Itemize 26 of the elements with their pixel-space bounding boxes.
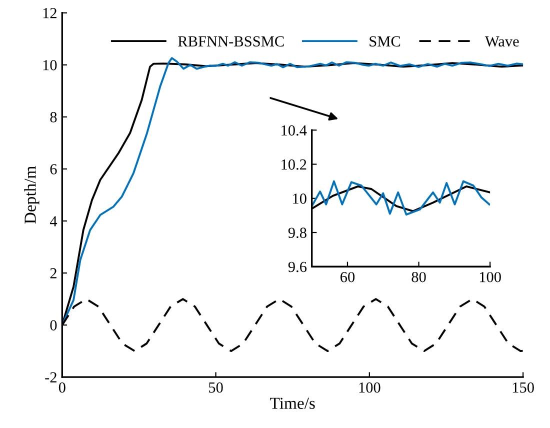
line-series xyxy=(312,180,490,216)
y-tick-label: 9.6 xyxy=(288,262,307,272)
x-axis-title: Time/s xyxy=(270,398,315,409)
y-tick-label: -2 xyxy=(45,372,56,382)
legend-label: Wave xyxy=(484,36,519,47)
y-tick-label: 4 xyxy=(50,216,58,226)
legend-label: SMC xyxy=(370,36,400,47)
y-tick-label: 9.8 xyxy=(288,228,306,238)
x-tick-label: 100 xyxy=(480,272,501,282)
y-axis-title: Depth/m xyxy=(24,166,40,224)
y-tick-label: 0 xyxy=(50,320,57,330)
y-tick-label: 10.2 xyxy=(282,159,306,170)
x-tick-label: 60 xyxy=(340,272,355,282)
y-tick-label: 10.4 xyxy=(282,125,307,136)
y-tick-label: 2 xyxy=(50,268,56,278)
x-tick-label: 0 xyxy=(58,382,66,393)
y-tick-label: 6 xyxy=(50,164,57,174)
x-tick-label: 150 xyxy=(512,382,534,393)
x-tick-label: 100 xyxy=(359,382,380,393)
y-tick-label: 10 xyxy=(293,194,306,204)
legend-label: RBFNN-BSSMC xyxy=(178,36,284,47)
y-tick-label: 10 xyxy=(43,60,57,70)
x-tick-label: 50 xyxy=(209,382,223,393)
y-tick-label: 12 xyxy=(43,8,56,18)
x-tick-label: 80 xyxy=(412,272,426,282)
y-tick-label: 8 xyxy=(50,112,57,122)
